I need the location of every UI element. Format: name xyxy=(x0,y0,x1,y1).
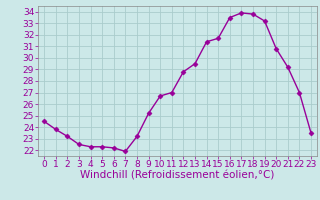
X-axis label: Windchill (Refroidissement éolien,°C): Windchill (Refroidissement éolien,°C) xyxy=(80,171,275,181)
